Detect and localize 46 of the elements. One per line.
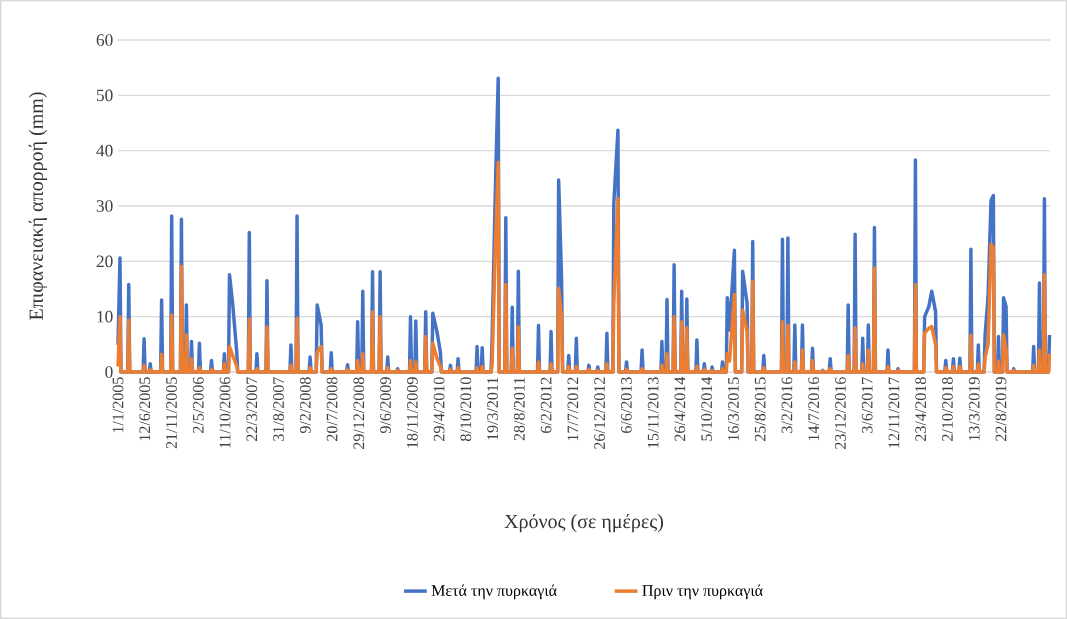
x-tick-label: 28/8/2011 xyxy=(513,377,525,441)
y-tick-label: 0 xyxy=(105,366,113,378)
x-tick-label: 26/12/2012 xyxy=(594,377,605,449)
x-tick-label: 8/10/2010 xyxy=(460,377,472,441)
x-tick-label: 15/11/2013 xyxy=(647,377,659,448)
x-tick-label: 22/8/2019 xyxy=(995,377,1007,441)
x-tick-label: 29/4/2010 xyxy=(433,377,445,441)
x-tick-label: 1/1/2005 xyxy=(112,377,124,433)
x-tick-label: 3/6/2017 xyxy=(861,377,873,433)
x-tick-label: 9/6/2009 xyxy=(380,377,391,434)
x-tick-label: 9/2/2008 xyxy=(299,377,311,434)
legend-label: Πριν την πυρκαγιά xyxy=(642,584,763,600)
x-tick-label: 5/10/2014 xyxy=(701,376,713,441)
x-tick-label: 12/11/2017 xyxy=(888,377,900,448)
x-tick-label: 31/8/2007 xyxy=(273,377,284,441)
x-tick-label: 6/2/2012 xyxy=(540,377,552,433)
line-series xyxy=(116,160,1052,374)
x-tick-label: 16/3/2015 xyxy=(727,377,739,441)
y-tick-label: 20 xyxy=(96,255,113,268)
x-tick-label: 11/10/2006 xyxy=(219,377,231,448)
y-tick-label: 60 xyxy=(96,34,113,46)
x-tick-label: 2/5/2006 xyxy=(192,377,204,433)
x-tick-label: 23/4/2018 xyxy=(915,377,927,441)
x-tick-label: 26/4/2014 xyxy=(674,376,686,441)
x-tick-label: 14/7/2016 xyxy=(808,377,820,441)
y-tick-label: 10 xyxy=(97,310,113,323)
x-tick-label: 13/3/2019 xyxy=(968,377,980,441)
x-tick-label: 29/12/2008 xyxy=(353,377,365,449)
x-tick-label: 12/6/2005 xyxy=(139,377,151,441)
x-tick-label: 19/3/2011 xyxy=(487,377,498,440)
y-axis-title: Επιφανειακή απορροή (mm) xyxy=(28,92,48,320)
x-axis-title: Χρόνος (σε ημέρες) xyxy=(504,513,663,533)
x-tick-label: 2/10/2018 xyxy=(942,377,953,441)
x-tick-label: 18/11/2009 xyxy=(406,377,418,448)
y-tick-label: 40 xyxy=(96,144,113,157)
x-tick-label: 3/2/2016 xyxy=(781,377,793,433)
legend-label: Μετά την πυρκαγιά xyxy=(431,584,557,600)
y-tick-label: 30 xyxy=(96,200,113,212)
x-tick-label: 25/8/2015 xyxy=(754,377,766,441)
x-tick-label: 17/7/2012 xyxy=(567,377,579,441)
x-tick-label: 21/11/2005 xyxy=(166,377,177,449)
y-tick-label: 50 xyxy=(96,89,113,102)
x-tick-label: 22/3/2007 xyxy=(246,377,258,441)
x-tick-label: 6/6/2013 xyxy=(620,377,632,433)
x-tick-label: 23/12/2016 xyxy=(835,377,846,449)
x-tick-label: 20/7/2008 xyxy=(326,377,338,441)
